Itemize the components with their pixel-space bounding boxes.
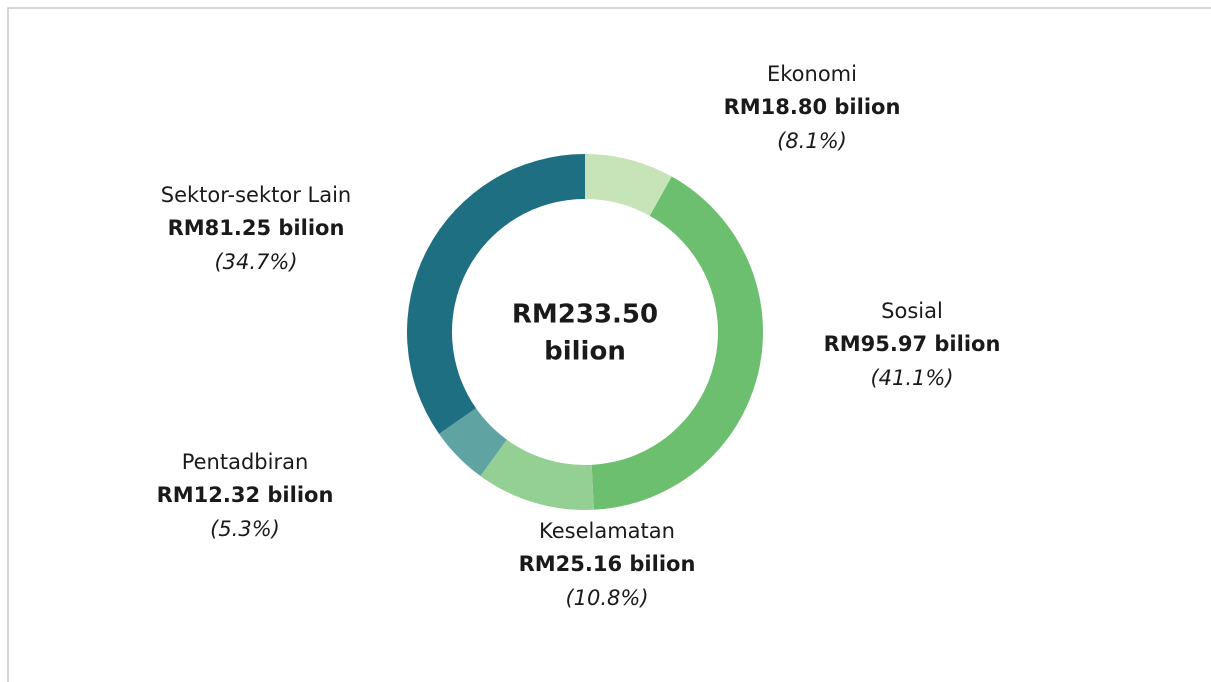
category-label: Sektor-sektor Lain [161,183,352,207]
amount-label: RM95.97 bilion [824,332,1001,356]
donut-slice [585,154,672,216]
amount-label: RM12.32 bilion [157,483,334,507]
percent-label: (34.7%) [214,250,297,274]
percent-label: (8.1%) [777,129,847,153]
category-label: Ekonomi [767,62,857,86]
donut-slice [439,408,507,477]
category-label: Pentadbiran [182,450,309,474]
frame [7,7,1211,682]
donut-slice [480,439,594,510]
center-label: RM233.50 [512,300,658,330]
donut-slice [591,176,763,510]
category-label: Sosial [881,299,943,323]
percent-label: (41.1%) [870,366,953,390]
category-label: Keselamatan [539,519,675,543]
amount-label: RM25.16 bilion [519,552,696,576]
percent-label: (10.8%) [565,586,648,610]
amount-label: RM81.25 bilion [168,216,345,240]
donut-slice [407,154,585,434]
center-label: bilion [544,337,626,367]
amount-label: RM18.80 bilion [724,95,901,119]
percent-label: (5.3%) [210,517,280,541]
